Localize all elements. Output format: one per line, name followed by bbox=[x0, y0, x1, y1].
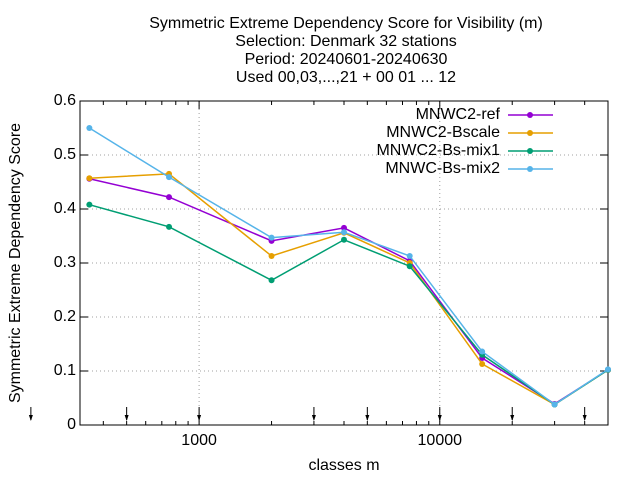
data-point bbox=[166, 174, 173, 181]
threshold-arrow-head bbox=[365, 415, 370, 421]
legend-label: MNWC-Bs-mix2 bbox=[385, 160, 500, 177]
threshold-arrow-head bbox=[311, 415, 316, 421]
series-line bbox=[88, 127, 609, 406]
data-point bbox=[86, 201, 93, 208]
data-point bbox=[341, 236, 347, 243]
y-axis-label: Symmetric Extreme Dependency Score bbox=[7, 123, 24, 403]
legend-marker bbox=[527, 166, 533, 172]
data-point bbox=[86, 125, 93, 131]
x-axis-label: classes m bbox=[308, 457, 379, 474]
y-tick-label: 0.3 bbox=[54, 254, 76, 271]
title-block: Symmetric Extreme Dependency Score for V… bbox=[149, 15, 543, 86]
y-tick-label: 0.5 bbox=[54, 146, 76, 163]
legend-marker bbox=[527, 112, 533, 118]
data-point bbox=[86, 175, 93, 182]
chart-title: Used 00,03,...,21 + 00 01 ... 12 bbox=[236, 69, 456, 86]
data-point bbox=[268, 252, 275, 259]
x-tick-label: 1000 bbox=[181, 432, 217, 449]
legend-label: MNWC2-ref bbox=[416, 106, 501, 123]
data-point bbox=[479, 348, 486, 355]
chart-title: Selection: Denmark 32 stations bbox=[235, 33, 456, 50]
data-point bbox=[268, 234, 275, 241]
legend-marker bbox=[527, 148, 533, 154]
legend-marker bbox=[527, 130, 533, 136]
x-tick-label: 10000 bbox=[418, 432, 463, 449]
y-tick-label: 0.6 bbox=[54, 92, 76, 109]
legend-label: MNWC2-Bs-mix1 bbox=[376, 142, 500, 159]
threshold-arrow-head bbox=[437, 415, 442, 421]
data-point bbox=[166, 194, 173, 201]
data-point bbox=[551, 401, 558, 408]
data-point bbox=[166, 223, 173, 230]
legend-label: MNWC2-Bscale bbox=[386, 124, 500, 141]
series-line bbox=[89, 178, 609, 405]
data-point bbox=[479, 360, 486, 367]
data-point bbox=[341, 224, 347, 231]
series-line bbox=[89, 173, 609, 406]
data-point bbox=[605, 366, 611, 373]
plot-frame bbox=[79, 100, 609, 426]
data-point bbox=[341, 229, 347, 236]
data-point bbox=[406, 252, 413, 259]
chart-title: Period: 20240601-20240630 bbox=[245, 51, 448, 68]
threshold-arrow-head bbox=[582, 415, 587, 421]
chart-title: Symmetric Extreme Dependency Score for V… bbox=[149, 15, 543, 32]
threshold-arrow-head bbox=[124, 415, 129, 421]
threshold-arrow-head bbox=[197, 415, 202, 421]
threshold-arrow-head bbox=[510, 415, 515, 421]
y-tick-label: 0.2 bbox=[54, 308, 76, 325]
threshold-arrow-head bbox=[28, 415, 33, 421]
y-tick-label: 0.4 bbox=[54, 200, 76, 217]
y-tick-label: 0.1 bbox=[54, 362, 76, 379]
data-point bbox=[268, 277, 275, 284]
data-point bbox=[406, 263, 413, 270]
y-tick-label: 0 bbox=[67, 416, 76, 433]
